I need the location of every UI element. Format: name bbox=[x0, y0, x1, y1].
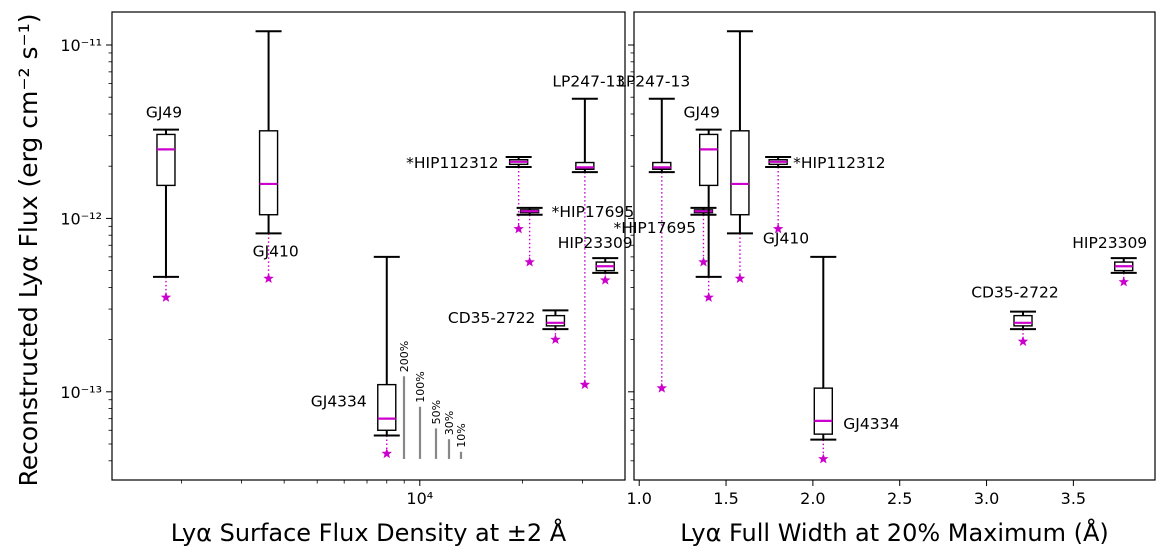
measured-star bbox=[703, 291, 714, 302]
y-tick-label: 10⁻¹³ bbox=[60, 383, 102, 402]
star-label: *HIP112312 bbox=[793, 154, 886, 172]
x-tick-label: 3.5 bbox=[1061, 489, 1086, 508]
star-label: HIP23309 bbox=[1072, 234, 1147, 252]
figure-ylabel: Reconstructed Lyα Flux (erg cm⁻² s⁻¹) bbox=[14, 13, 43, 486]
measured-star bbox=[1118, 276, 1129, 287]
box-iqr bbox=[1013, 314, 1033, 327]
star-label: GJ4334 bbox=[843, 415, 899, 433]
box-gj4334: GJ4334 bbox=[311, 255, 400, 459]
star-label: LP247-13 bbox=[617, 73, 690, 91]
box-gj4334: GJ4334 bbox=[810, 255, 899, 464]
measured-star bbox=[772, 223, 784, 234]
box-hip23309: HIP23309 bbox=[1072, 234, 1147, 287]
measured-star bbox=[524, 256, 535, 267]
scale-bar-label: 10% bbox=[455, 423, 468, 447]
scale-bar-label: 50% bbox=[430, 400, 443, 424]
box-gj49: GJ49 bbox=[684, 104, 722, 302]
star-label: *HIP17695 bbox=[613, 219, 696, 237]
box-iqr bbox=[698, 133, 719, 187]
plot-frame bbox=[111, 11, 626, 481]
box-iqr bbox=[730, 130, 750, 216]
x-tick-label: 3.0 bbox=[974, 489, 999, 508]
x-axis-label: Lyα Full Width at 20% Maximum (Å) bbox=[680, 518, 1109, 547]
box-hip23309: HIP23309 bbox=[558, 234, 633, 285]
box-iqr bbox=[545, 314, 566, 327]
box-lp24713: LP247-13 bbox=[617, 73, 690, 393]
y-tick-label: 10⁻¹¹ bbox=[60, 36, 102, 55]
box-iqr bbox=[377, 383, 397, 431]
star-label: GJ4334 bbox=[311, 393, 367, 411]
star-label: LP247-13 bbox=[552, 73, 625, 91]
box-iqr bbox=[575, 161, 595, 170]
box-gj410: GJ410 bbox=[726, 30, 809, 283]
box-iqr bbox=[258, 130, 279, 216]
star-label: GJ49 bbox=[684, 104, 720, 122]
measured-star bbox=[818, 453, 829, 464]
left-panel: 10⁴ 10⁻¹³ 10⁻¹² 10⁻¹¹ Lyα Surface Flux Densi… bbox=[60, 11, 635, 547]
y-tick-label: 10⁻¹² bbox=[60, 209, 102, 228]
star-label: *HIP17695 bbox=[552, 203, 635, 221]
plot-frame bbox=[633, 11, 1156, 481]
measured-star bbox=[579, 379, 591, 390]
measured-star bbox=[698, 256, 709, 267]
measured-star bbox=[1017, 336, 1029, 346]
x-tick-label: 1.5 bbox=[713, 489, 738, 508]
x-tick-label: 1.0 bbox=[626, 489, 651, 508]
star-label: GJ49 bbox=[146, 104, 182, 122]
star-label: GJ410 bbox=[253, 243, 299, 261]
box-cd352722: CD35-2722 bbox=[971, 284, 1059, 346]
box-iqr bbox=[813, 387, 833, 435]
measured-star bbox=[600, 274, 611, 285]
measured-star bbox=[263, 273, 274, 283]
box-hip112312: *HIP112312 bbox=[406, 154, 532, 234]
star-label: HIP23309 bbox=[558, 234, 633, 252]
box-lp24713: LP247-13 bbox=[552, 73, 625, 390]
scale-bar-label: 30% bbox=[443, 411, 456, 435]
scale-bar-label: 100% bbox=[414, 371, 427, 402]
measured-star bbox=[656, 382, 668, 393]
measured-star bbox=[513, 223, 524, 234]
measured-star bbox=[550, 334, 561, 345]
box-hip17695: *HIP17695 bbox=[613, 206, 717, 267]
star-label: *HIP112312 bbox=[406, 154, 499, 172]
star-label: CD35-2722 bbox=[971, 284, 1059, 302]
measured-star bbox=[734, 273, 746, 283]
box-hip17695: *HIP17695 bbox=[516, 203, 635, 267]
box-gj410: GJ410 bbox=[253, 30, 299, 283]
x-tick-label: 2.5 bbox=[887, 489, 912, 508]
star-label: CD35-2722 bbox=[448, 309, 536, 327]
right-panel: 1.0 1.5 2.0 2.5 3.0 3.5 Lyα Full Width at 20% … bbox=[613, 11, 1156, 547]
box-gj49: GJ49 bbox=[146, 104, 182, 302]
box-iqr bbox=[156, 133, 176, 187]
scale-bar-label: 200% bbox=[398, 341, 411, 372]
box-iqr bbox=[652, 161, 672, 170]
x-tick-label: 10⁴ bbox=[406, 489, 433, 508]
box-hip112312: *HIP112312 bbox=[765, 154, 886, 234]
box-cd352722: CD35-2722 bbox=[448, 309, 569, 345]
measured-star bbox=[381, 448, 392, 459]
x-axis-label: Lyα Surface Flux Density at ±2 Å bbox=[171, 518, 567, 547]
x-tick-label: 2.0 bbox=[800, 489, 825, 508]
star-label: GJ410 bbox=[763, 229, 809, 247]
measured-star bbox=[160, 291, 172, 302]
